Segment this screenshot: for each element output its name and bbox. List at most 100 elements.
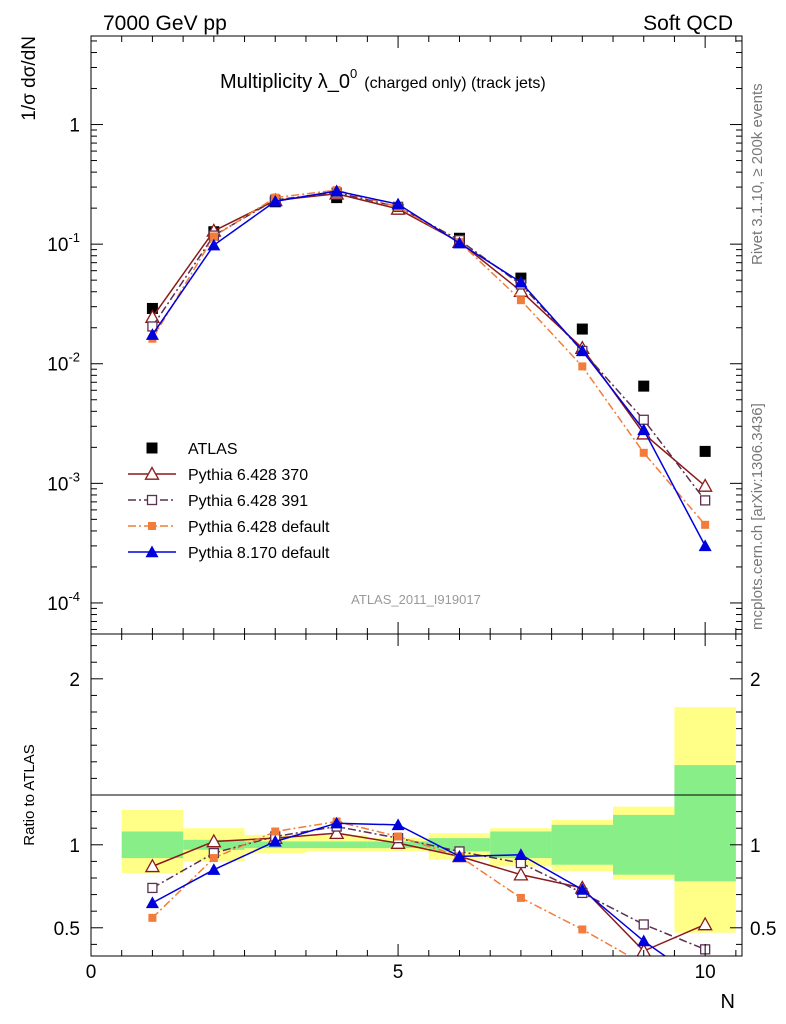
- data-point: [700, 495, 711, 506]
- header-right: Soft QCD: [643, 12, 733, 35]
- legend-label: Pythia 6.428 370: [188, 467, 308, 484]
- y-tick-label: 1: [69, 836, 80, 857]
- ratio-line: [151, 820, 631, 956]
- x-tick-label: 0: [86, 962, 97, 983]
- ratio-point: [391, 818, 405, 831]
- main-plot-ticks: [90, 36, 742, 634]
- data-point: [638, 414, 649, 425]
- ratio-point: [148, 913, 157, 922]
- stat-uncertainty-band: [121, 831, 184, 859]
- main-plot-title-sup: 0: [350, 66, 357, 81]
- stat-uncertainty-band: [305, 841, 368, 849]
- stat-uncertainty-band: [613, 814, 675, 875]
- data-point: [207, 238, 221, 251]
- series-pythia-8-170-default: [145, 184, 712, 552]
- ratio-plot-series: [144, 816, 713, 968]
- ratio-point: [207, 863, 221, 875]
- main-plot-tick-labels: 1 10-1 10-2 10-3 10-4: [47, 116, 80, 615]
- legend-label: Pythia 6.428 391: [188, 493, 308, 510]
- rivet-version-text: Rivet 3.1.10, ≥ 200k events: [749, 83, 766, 265]
- y-tick-label: 10-4: [47, 589, 80, 615]
- ratio-point: [329, 825, 345, 840]
- ratio-plot-panel: 0.5 0.5 1 1 2 2 0 5 10 Ratio to ATLAS N: [21, 633, 777, 1013]
- legend-label: Pythia 6.428 default: [188, 519, 330, 536]
- legend-label: Pythia 8.170 default: [188, 545, 330, 562]
- y-tick-label: 10-1: [47, 230, 80, 256]
- data-point: [638, 380, 650, 392]
- data-point: [578, 362, 587, 371]
- x-axis-label: N: [721, 991, 735, 1013]
- data-point: [514, 275, 528, 288]
- data-point: [698, 539, 712, 552]
- data-point: [639, 448, 648, 457]
- data-point: [391, 197, 405, 210]
- ratio-point: [452, 849, 466, 862]
- ratio-point: [516, 893, 525, 902]
- y-tick-label: 0.5: [54, 919, 80, 940]
- legend-marker: [146, 494, 158, 506]
- header-left: 7000 GeV pp: [103, 12, 227, 35]
- stat-uncertainty-band: [551, 824, 614, 865]
- y-tick-label: 2: [69, 670, 80, 691]
- series-line: [151, 190, 706, 547]
- main-plot-title-suffix: (charged only) (track jets): [364, 75, 545, 92]
- stat-uncertainty-band: [674, 765, 736, 882]
- legend: ATLAS Pythia 6.428 370 Pythia 6.428 391 Pyt…: [128, 441, 330, 562]
- analysis-id-label: ATLAS_2011_I919017: [351, 592, 481, 607]
- ratio-uncertainty-bands: [121, 707, 736, 933]
- y-tick-label-right: 0.5: [750, 919, 776, 940]
- ratio-point: [638, 919, 649, 930]
- ratio-line: [152, 822, 667, 956]
- data-point: [209, 232, 218, 241]
- data-point: [330, 184, 344, 197]
- ratio-point: [330, 816, 344, 829]
- main-plot-ylabel: 1/σ dσ/dN: [19, 36, 40, 121]
- ratio-point: [271, 827, 280, 836]
- ratio-point: [147, 882, 158, 894]
- data-point: [576, 323, 588, 335]
- x-tick-label: 10: [695, 962, 716, 983]
- ratio-point: [145, 896, 159, 909]
- data-point: [145, 328, 159, 340]
- main-plot-title: Multiplicity λ_00 (charged only) (track j…: [220, 66, 546, 93]
- ratio-point: [206, 833, 222, 848]
- ratio-plot-ticks: [90, 634, 742, 956]
- ratio-point: [394, 832, 403, 841]
- y-tick-label-right: 1: [750, 836, 761, 857]
- ratio-series-pythia-8-170-default: [145, 816, 667, 956]
- data-point: [699, 445, 711, 457]
- ratio-point: [268, 834, 282, 847]
- ratio-point: [575, 883, 589, 895]
- ratio-point: [640, 960, 648, 968]
- ratio-series-group: [144, 816, 713, 968]
- legend-marker: [148, 522, 156, 530]
- data-point: [452, 236, 466, 249]
- data-point: [637, 423, 651, 436]
- y-tick-label: 10-2: [47, 350, 80, 376]
- x-tick-label: 5: [393, 962, 404, 983]
- data-point: [268, 194, 282, 207]
- y-tick-label: 10-3: [47, 469, 80, 495]
- ratio-point: [144, 858, 161, 873]
- ratio-point: [578, 925, 587, 934]
- ratio-line: [152, 832, 706, 952]
- ratio-point: [513, 866, 529, 881]
- ratio-plot-ylabel: Ratio to ATLAS: [21, 744, 38, 845]
- ratio-point: [514, 848, 528, 860]
- ratio-plot-tick-labels: 0.5 0.5 1 1 2 2 0 5 10: [54, 670, 777, 983]
- data-point: [575, 344, 589, 357]
- main-plot-title-main: Multiplicity λ_0: [220, 71, 350, 93]
- data-point: [516, 296, 525, 305]
- ratio-point: [209, 854, 218, 863]
- data-point: [697, 478, 713, 492]
- ratio-point: [697, 916, 713, 931]
- ratio-point: [637, 934, 651, 947]
- legend-label: ATLAS: [188, 441, 238, 458]
- legend-marker: [145, 545, 159, 558]
- legend-marker: [144, 466, 160, 480]
- y-tick-label: 1: [69, 116, 80, 137]
- legend-marker: [146, 442, 158, 454]
- data-point: [701, 520, 710, 529]
- mcplots-text: mcplots.cern.ch [arXiv:1306.3436]: [749, 403, 766, 630]
